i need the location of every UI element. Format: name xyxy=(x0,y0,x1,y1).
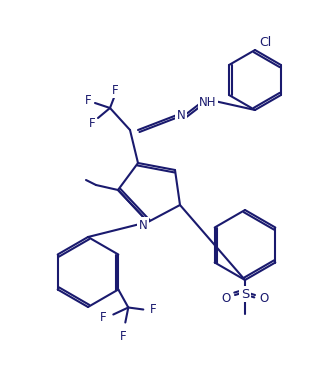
Text: O: O xyxy=(221,292,231,305)
Text: Cl: Cl xyxy=(259,36,271,49)
Text: O: O xyxy=(259,292,268,305)
Text: F: F xyxy=(150,303,157,316)
Text: N: N xyxy=(177,108,185,121)
Text: F: F xyxy=(89,116,95,129)
Text: F: F xyxy=(120,329,127,342)
Text: F: F xyxy=(112,83,118,96)
Text: NH: NH xyxy=(199,95,217,108)
Text: F: F xyxy=(100,311,106,324)
Text: S: S xyxy=(241,288,249,301)
Text: F: F xyxy=(85,93,91,106)
Text: N: N xyxy=(139,219,147,232)
